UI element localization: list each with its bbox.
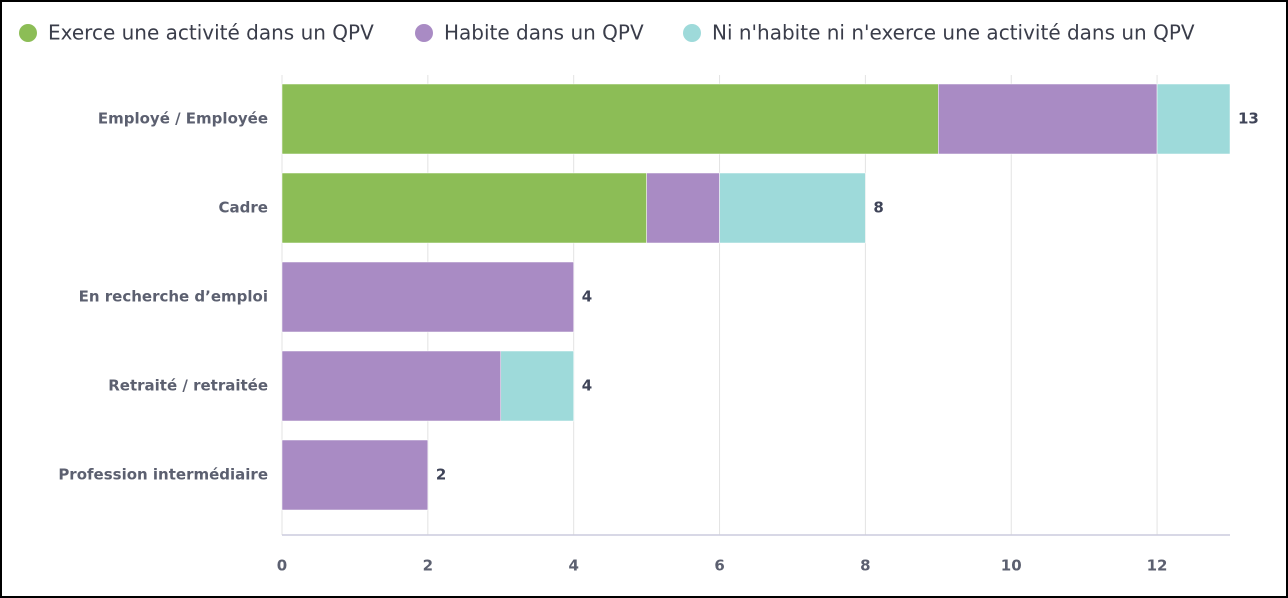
total-label: 4 (582, 377, 592, 395)
bar-segment (719, 172, 866, 244)
x-tick-label: 4 (568, 557, 578, 575)
legend-swatch (415, 24, 433, 42)
x-tick-label: 12 (1147, 557, 1168, 575)
x-tick-label: 10 (1001, 557, 1022, 575)
total-label: 8 (873, 199, 883, 217)
bar-segment (646, 172, 720, 244)
x-tick-label: 8 (860, 557, 870, 575)
legend-label: Ni n'habite ni n'exerce une activité dan… (712, 21, 1195, 45)
y-tick-label: Cadre (219, 199, 268, 217)
legend-swatch (19, 24, 37, 42)
total-label: 2 (436, 466, 446, 484)
legend-swatch (683, 24, 701, 42)
bar-segment (938, 83, 1158, 155)
x-tick-label: 0 (277, 557, 287, 575)
bar-segment (281, 350, 502, 422)
bar-segment (1156, 83, 1231, 155)
total-label: 13 (1238, 110, 1259, 128)
total-label: 4 (582, 288, 592, 306)
legend-label: Habite dans un QPV (444, 21, 644, 45)
y-tick-label: Employé / Employée (98, 110, 268, 128)
legend-label: Exerce une activité dans un QPV (48, 21, 374, 45)
bar-segment (281, 83, 939, 155)
y-tick-label: En recherche d’emploi (79, 288, 268, 306)
x-tick-label: 6 (714, 557, 724, 575)
bar-segment (281, 439, 429, 511)
bar-segment (281, 261, 574, 333)
bar-segment (500, 350, 574, 422)
bar-segment (281, 172, 647, 244)
y-tick-label: Profession intermédiaire (58, 466, 268, 484)
x-tick-label: 2 (423, 557, 433, 575)
y-tick-label: Retraité / retraitée (108, 377, 268, 395)
